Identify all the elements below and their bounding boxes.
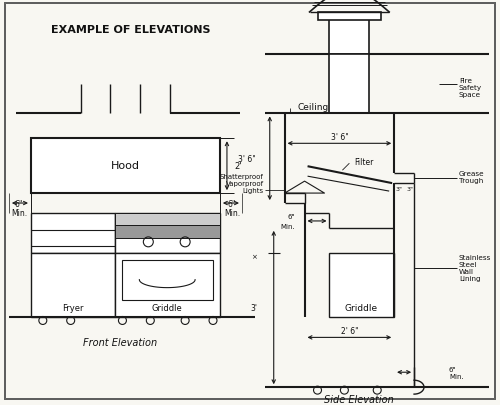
Text: 3": 3": [396, 186, 402, 191]
Bar: [31, 253, 116, 318]
Text: Hood: Hood: [111, 161, 140, 171]
Text: Shatterproof
Vaporproof
Lights: Shatterproof Vaporproof Lights: [220, 174, 264, 194]
Text: 3': 3': [251, 303, 258, 312]
Text: Min.: Min.: [281, 224, 295, 229]
Text: Min.: Min.: [224, 209, 240, 218]
Text: 3' 6": 3' 6": [330, 132, 348, 141]
Text: Grease
Trough: Grease Trough: [459, 170, 484, 183]
Bar: [116, 213, 220, 253]
Text: Ceiling: Ceiling: [298, 103, 329, 112]
Bar: [116, 253, 220, 318]
Text: 2': 2': [234, 161, 241, 170]
Text: Griddle: Griddle: [152, 303, 182, 312]
Text: 6"
Min.: 6" Min.: [449, 366, 464, 379]
Text: Griddle: Griddle: [344, 303, 378, 312]
Bar: [116, 213, 220, 225]
Text: Front Elevation: Front Elevation: [84, 337, 158, 347]
Text: 3": 3": [406, 186, 414, 191]
Text: 6": 6": [228, 199, 236, 208]
Text: Stainless
Steel
Wall
Lining: Stainless Steel Wall Lining: [459, 255, 491, 281]
Bar: [116, 225, 220, 238]
Bar: [330, 55, 370, 114]
Text: 3' 6": 3' 6": [238, 154, 256, 163]
Bar: [31, 213, 116, 253]
Bar: [31, 139, 220, 194]
Text: 2' 6": 2' 6": [340, 326, 358, 335]
Text: 6": 6": [288, 213, 296, 220]
Text: ×: ×: [251, 253, 257, 259]
Bar: [330, 18, 370, 55]
Bar: [122, 260, 213, 300]
Text: 6": 6": [14, 199, 23, 208]
Text: Filter: Filter: [354, 157, 374, 166]
Text: Side Elevation: Side Elevation: [324, 394, 394, 404]
Text: Min.: Min.: [11, 209, 27, 218]
Text: Fryer: Fryer: [62, 303, 84, 312]
Text: EXAMPLE OF ELEVATIONS: EXAMPLE OF ELEVATIONS: [50, 25, 210, 35]
Bar: [318, 13, 381, 21]
Bar: [330, 253, 394, 318]
Text: Fire
Safety
Space: Fire Safety Space: [459, 77, 482, 97]
